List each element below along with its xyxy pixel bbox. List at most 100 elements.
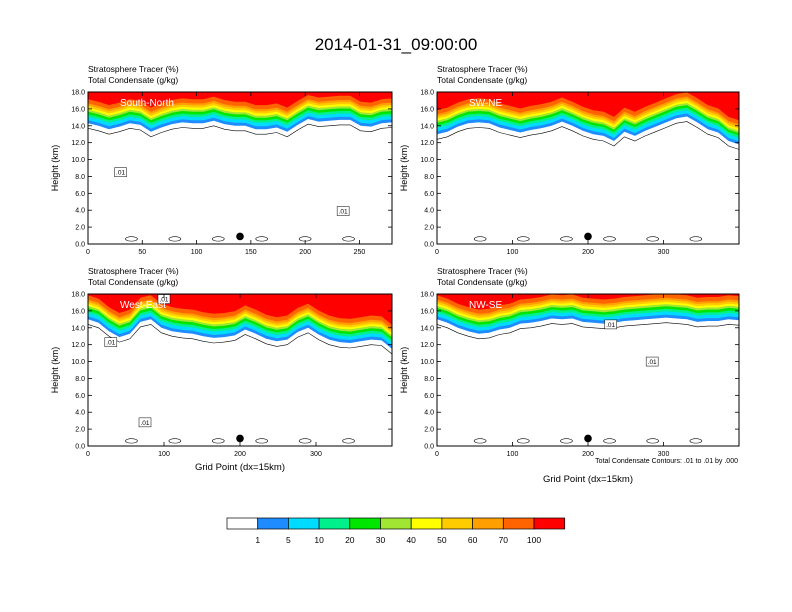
y-tick-label: 2.0 bbox=[75, 427, 85, 434]
condensate-label: Total Condensate (g/kg) bbox=[88, 277, 178, 287]
surface-contour bbox=[473, 438, 487, 444]
surface-contour bbox=[646, 236, 660, 242]
y-tick-label: 6.0 bbox=[424, 191, 434, 198]
y-tick-label: 8.0 bbox=[424, 174, 434, 181]
surface-contour bbox=[603, 236, 616, 242]
surface-contour bbox=[560, 236, 573, 242]
x-tick-label: 0 bbox=[86, 451, 90, 458]
tracer-label: Stratosphere Tracer (%) bbox=[88, 64, 179, 74]
y-tick-label: 2.0 bbox=[75, 225, 85, 232]
contour-label: .01 bbox=[140, 420, 149, 427]
y-tick-label: 16.0 bbox=[71, 106, 85, 113]
panels: Stratosphere Tracer (%)Total Condensate … bbox=[50, 64, 740, 485]
y-axis-title: Height (km) bbox=[399, 347, 409, 394]
location-marker bbox=[584, 232, 592, 241]
y-tick-label: 4.0 bbox=[424, 410, 434, 417]
y-axis-title: Height (km) bbox=[50, 145, 60, 192]
colorbar-swatch bbox=[380, 517, 412, 530]
x-tick-label: 100 bbox=[158, 451, 170, 458]
tracer-label: Stratosphere Tracer (%) bbox=[437, 266, 528, 276]
y-tick-label: 0.0 bbox=[75, 444, 85, 451]
y-tick-label: 18.0 bbox=[71, 90, 85, 97]
y-tick-label: 8.0 bbox=[424, 376, 434, 383]
contour-label-box bbox=[114, 167, 127, 177]
y-axis-title: Height (km) bbox=[50, 347, 60, 394]
contour-label: .01 bbox=[116, 170, 125, 177]
y-tick-label: 10.0 bbox=[71, 359, 85, 366]
main-title: 2014-01-31_09:00:00 bbox=[315, 35, 478, 54]
surface-contour bbox=[516, 438, 530, 444]
surface-contour bbox=[689, 236, 703, 242]
y-tick-label: 16.0 bbox=[420, 308, 434, 315]
surface-contour bbox=[211, 438, 225, 444]
condensate-contour bbox=[437, 322, 739, 340]
x-axis-title: Grid Point (dx=15km) bbox=[195, 462, 285, 473]
contour-label: .01 bbox=[606, 322, 615, 329]
colorbar: 1 5 10 20 30 40 50 60 70 100 bbox=[226, 517, 566, 545]
x-tick-label: 200 bbox=[582, 451, 594, 458]
contour-label: .01 bbox=[159, 297, 168, 304]
surface-contour bbox=[168, 438, 182, 444]
colorbar-label: 30 bbox=[376, 535, 386, 545]
tracer-label: Stratosphere Tracer (%) bbox=[437, 64, 528, 74]
y-tick-label: 10.0 bbox=[420, 157, 434, 164]
surface-contour bbox=[211, 236, 225, 242]
x-tick-label: 0 bbox=[435, 451, 439, 458]
y-tick-label: 6.0 bbox=[424, 393, 434, 400]
tracer-band-9 bbox=[437, 92, 739, 121]
surface-contour bbox=[560, 438, 573, 444]
y-tick-label: 0.0 bbox=[424, 444, 434, 451]
colorbar-label: 1 bbox=[255, 535, 260, 545]
contour-label: .01 bbox=[106, 340, 115, 347]
x-tick-label: 100 bbox=[507, 249, 519, 256]
panel-sw-ne: Stratosphere Tracer (%)Total Condensate … bbox=[399, 64, 740, 256]
x-tick-label: 0 bbox=[435, 249, 439, 256]
colorbar-label: 100 bbox=[527, 535, 541, 545]
colorbar-label: 5 bbox=[286, 535, 291, 545]
y-tick-label: 12.0 bbox=[71, 342, 85, 349]
location-marker bbox=[584, 434, 592, 443]
y-tick-label: 2.0 bbox=[424, 427, 434, 434]
x-tick-label: 300 bbox=[658, 451, 670, 458]
colorbar-swatch bbox=[472, 517, 504, 530]
y-tick-label: 0.0 bbox=[424, 242, 434, 249]
condensate-contour bbox=[437, 121, 739, 150]
surface-contour bbox=[473, 236, 487, 242]
colorbar-label: 50 bbox=[437, 535, 447, 545]
x-tick-label: 250 bbox=[354, 249, 366, 256]
tracer-band-9 bbox=[88, 92, 392, 108]
x-tick-label: 150 bbox=[245, 249, 257, 256]
colorbar-swatch bbox=[257, 517, 289, 530]
y-tick-label: 12.0 bbox=[71, 140, 85, 147]
tracer-label: Stratosphere Tracer (%) bbox=[88, 266, 179, 276]
y-tick-label: 16.0 bbox=[71, 308, 85, 315]
x-tick-label: 200 bbox=[234, 451, 246, 458]
surface-contour bbox=[342, 236, 355, 242]
colorbar-swatch bbox=[318, 517, 351, 530]
surface-contour bbox=[125, 438, 138, 444]
location-marker bbox=[236, 434, 244, 443]
y-tick-label: 16.0 bbox=[420, 106, 434, 113]
colorbar-label: 40 bbox=[406, 535, 416, 545]
contour-note: Total Condensate Contours: .01 to .01 by… bbox=[595, 458, 738, 465]
surface-contour bbox=[516, 236, 530, 242]
section-name: NW-SE bbox=[469, 300, 502, 311]
x-tick-label: 0 bbox=[86, 249, 90, 256]
surface-contour bbox=[255, 438, 269, 444]
y-tick-label: 12.0 bbox=[420, 342, 434, 349]
section-name: SW-NE bbox=[469, 98, 502, 109]
y-tick-label: 4.0 bbox=[75, 410, 85, 417]
contour-label-box bbox=[104, 337, 118, 347]
surface-contour bbox=[298, 438, 312, 444]
section-name: West-East bbox=[120, 300, 166, 311]
x-tick-label: 200 bbox=[299, 249, 311, 256]
plot-area: .01 .01 bbox=[437, 294, 739, 446]
contour-label: .01 bbox=[339, 209, 348, 216]
surface-contour bbox=[603, 438, 616, 444]
section-name: South-North bbox=[120, 98, 174, 109]
surface-contour bbox=[646, 438, 660, 444]
y-tick-label: 14.0 bbox=[71, 325, 85, 332]
x-tick-label: 200 bbox=[582, 249, 594, 256]
y-tick-label: 18.0 bbox=[420, 90, 434, 97]
